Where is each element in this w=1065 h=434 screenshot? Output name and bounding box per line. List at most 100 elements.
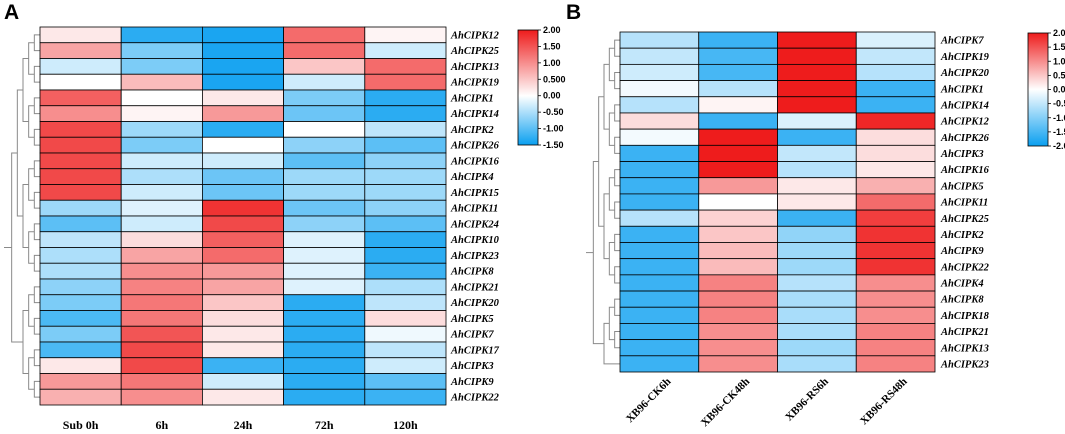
heatmap-cell — [364, 373, 447, 390]
column-label: 24h — [234, 418, 253, 432]
heatmap-cell — [777, 339, 857, 357]
heatmap-cell — [364, 247, 447, 264]
heatmap-cell — [201, 199, 284, 217]
row-label: AhCIPK20 — [940, 68, 990, 79]
dendrogram-branch — [22, 184, 29, 248]
row-label: AhCIPK12 — [450, 30, 500, 41]
dendrogram-branch — [33, 254, 40, 272]
heatmap-cell — [283, 136, 366, 154]
dendrogram-branch — [598, 96, 604, 227]
heatmap-cell — [120, 184, 203, 201]
heatmap-cell — [39, 247, 122, 264]
dendrogram-branch — [614, 71, 620, 90]
heatmap-cell — [777, 31, 857, 49]
heatmap-cell — [201, 231, 284, 248]
heatmap-cell — [698, 63, 778, 81]
panel-a-colorbar: 2.00 1.50 1.00 0.500 0.00 -0.50 -1.00 -1.50 — [517, 25, 566, 150]
colorbar — [517, 29, 539, 146]
heatmap-cell — [120, 294, 203, 311]
heatmap-cell — [777, 225, 857, 243]
heatmap-cell — [120, 42, 203, 59]
dendrogram-branch — [33, 65, 40, 83]
row-label: AhCIPK20 — [450, 298, 500, 309]
row-label: AhCIPK16 — [450, 156, 500, 167]
heatmap-cell — [698, 323, 778, 341]
colorbar-tick-label: -0.50 — [543, 107, 564, 117]
heatmap-cell — [283, 168, 366, 185]
colorbar-tick-label: 1.50 — [1053, 42, 1065, 52]
column-label: 6h — [155, 418, 168, 432]
dendrogram-branch — [614, 39, 620, 57]
dendrogram-branch — [608, 47, 615, 82]
heatmap-cell — [364, 105, 447, 122]
dendrogram-branch — [28, 168, 35, 201]
colorbar-tick-label: 0.00 — [543, 91, 561, 101]
column-label: 120h — [393, 418, 418, 432]
row-label: AhCIPK14 — [940, 100, 989, 111]
heatmap-cell — [201, 168, 284, 185]
heatmap-cell — [619, 128, 700, 146]
heatmap-cell — [777, 306, 857, 324]
heatmap-cell — [619, 306, 700, 324]
heatmap-cell — [120, 325, 203, 343]
column-label: XB96-CK6h — [624, 376, 674, 426]
heatmap-cell — [364, 73, 447, 91]
column-label: XB96-CK48h — [699, 376, 752, 429]
heatmap-cell — [39, 168, 122, 185]
heatmap-cell — [201, 357, 284, 374]
heatmap-cell — [855, 177, 936, 195]
heatmap-cell — [855, 193, 936, 211]
heatmap-cell — [283, 152, 366, 170]
heatmap-cell — [283, 357, 366, 374]
colorbar-tick-label: -1.50 — [543, 140, 564, 150]
heatmap-cell — [201, 294, 284, 311]
column-label: XB96-RS48h — [858, 376, 910, 428]
heatmap-cell — [698, 209, 778, 227]
colorbar-tick-label: -1.00 — [1053, 113, 1065, 123]
dendrogram-branch — [614, 331, 620, 349]
heatmap-cell — [698, 274, 778, 292]
heatmap-cell — [120, 26, 203, 44]
heatmap-cell — [777, 144, 857, 162]
heatmap-cell — [777, 112, 857, 130]
heatmap-cell — [120, 152, 203, 170]
heatmap-cell — [698, 339, 778, 357]
heatmap-cell — [698, 31, 778, 49]
heatmap-cell — [698, 355, 778, 373]
heatmap-cell — [777, 193, 857, 211]
heatmap-cell — [120, 262, 203, 280]
heatmap-cell — [120, 357, 203, 374]
heatmap-cell — [698, 96, 778, 114]
row-label: AhCIPK10 — [450, 235, 500, 246]
panel-b-colorbar: 2.00 1.50 1.00 0.500 0.00 -0.50 -1.00 -1.50 -2.0… — [1027, 28, 1065, 151]
row-label: AhCIPK2 — [450, 125, 494, 136]
heatmap-cell — [39, 42, 122, 59]
row-label: AhCIPK22 — [450, 393, 500, 404]
heatmap-cell — [39, 294, 122, 311]
heatmap-cell — [619, 258, 700, 276]
dendrogram-branch — [33, 286, 40, 304]
row-label: AhCIPK13 — [450, 62, 499, 73]
heatmap-cell — [855, 80, 936, 98]
heatmap-cell — [39, 215, 122, 233]
heatmap-cell — [283, 184, 366, 201]
heatmap-cell — [201, 325, 284, 343]
heatmap-cell — [201, 215, 284, 233]
row-label: AhCIPK21 — [450, 282, 499, 293]
heatmap-cell — [283, 341, 366, 359]
panel-b-row-labels: AhCIPK7 AhCIPK19 AhCIPK20 AhCIPK1 AhCIPK14 Ah… — [940, 36, 990, 371]
dendrogram-branch — [33, 349, 40, 367]
dendrogram-branch — [608, 306, 615, 341]
heatmap-cell — [39, 262, 122, 280]
heatmap-cell — [39, 310, 122, 327]
heatmap-cell — [698, 290, 778, 308]
heatmap-cell — [283, 373, 366, 390]
heatmap-cell — [283, 325, 366, 343]
row-label: AhCIPK25 — [940, 214, 989, 225]
row-label: AhCIPK7 — [450, 330, 494, 341]
colorbar-tick-label: 1.50 — [543, 41, 561, 51]
panel-a-dendrogram — [4, 34, 40, 398]
dendrogram-branch — [603, 193, 610, 260]
dendrogram-branch — [11, 152, 23, 343]
